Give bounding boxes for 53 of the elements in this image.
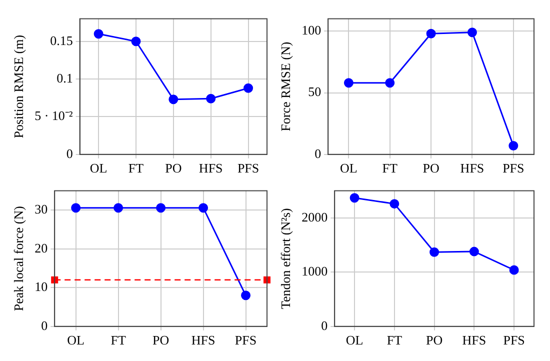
y-tick-label: 20 xyxy=(34,240,48,256)
y-tick-label: 5 · 10⁻² xyxy=(34,108,73,124)
y-axis-title: Force RMSE (N) xyxy=(278,42,294,132)
x-tick-label: PO xyxy=(152,332,170,348)
y-tick-label: 50 xyxy=(308,84,322,100)
y-tick-label: 0 xyxy=(66,146,73,161)
x-tick-label: FT xyxy=(386,332,402,348)
x-tick-label: HFS xyxy=(191,332,216,348)
y-tick-label: 0.15 xyxy=(50,32,73,48)
x-tick-label: PO xyxy=(422,160,440,176)
point xyxy=(244,83,254,93)
y-axis-title: Peak local force (N) xyxy=(11,206,26,312)
y-tick-label: 10 xyxy=(34,279,48,294)
x-tick-label: PO xyxy=(165,160,182,176)
point xyxy=(94,29,104,39)
x-tick-label: PO xyxy=(426,332,443,348)
y-tick-label: 2000 xyxy=(302,209,328,224)
x-tick-label: HFS xyxy=(198,160,223,176)
y-axis-title: Position RMSE (m) xyxy=(11,34,26,138)
y-tick-label: 0 xyxy=(321,318,328,333)
y-tick-label: 0.1 xyxy=(56,70,73,86)
x-tick-label: HFS xyxy=(462,332,486,348)
y-tick-label: 0 xyxy=(314,146,322,161)
x-tick-label: OL xyxy=(340,160,358,176)
point xyxy=(430,247,440,257)
x-tick-label: PFS xyxy=(502,160,524,176)
x-tick-label: PFS xyxy=(234,332,257,348)
y-tick-label: 100 xyxy=(302,22,322,38)
point xyxy=(350,193,360,203)
point xyxy=(385,78,395,88)
point xyxy=(390,199,400,209)
x-tick-label: OL xyxy=(90,160,108,176)
point xyxy=(344,78,354,88)
point xyxy=(469,246,479,256)
point xyxy=(426,28,436,38)
y-tick-label: 30 xyxy=(34,202,48,217)
x-tick-label: FT xyxy=(110,332,126,348)
y-tick-label: 0 xyxy=(41,318,48,333)
x-tick-label: OL xyxy=(346,332,364,348)
x-tick-label: FT xyxy=(128,160,144,176)
point xyxy=(508,141,518,151)
x-tick-label: FT xyxy=(382,160,398,176)
x-tick-label: OL xyxy=(67,332,85,348)
y-tick-label: 1000 xyxy=(302,264,328,279)
point xyxy=(509,265,519,275)
point xyxy=(467,28,477,38)
x-tick-label: PFS xyxy=(237,160,260,176)
x-tick-label: HFS xyxy=(460,160,484,176)
point xyxy=(168,94,178,104)
point xyxy=(206,94,216,104)
y-axis-title: Tendon effort (N²s) xyxy=(278,208,294,310)
x-tick-label: PFS xyxy=(503,332,525,348)
point xyxy=(131,36,141,46)
